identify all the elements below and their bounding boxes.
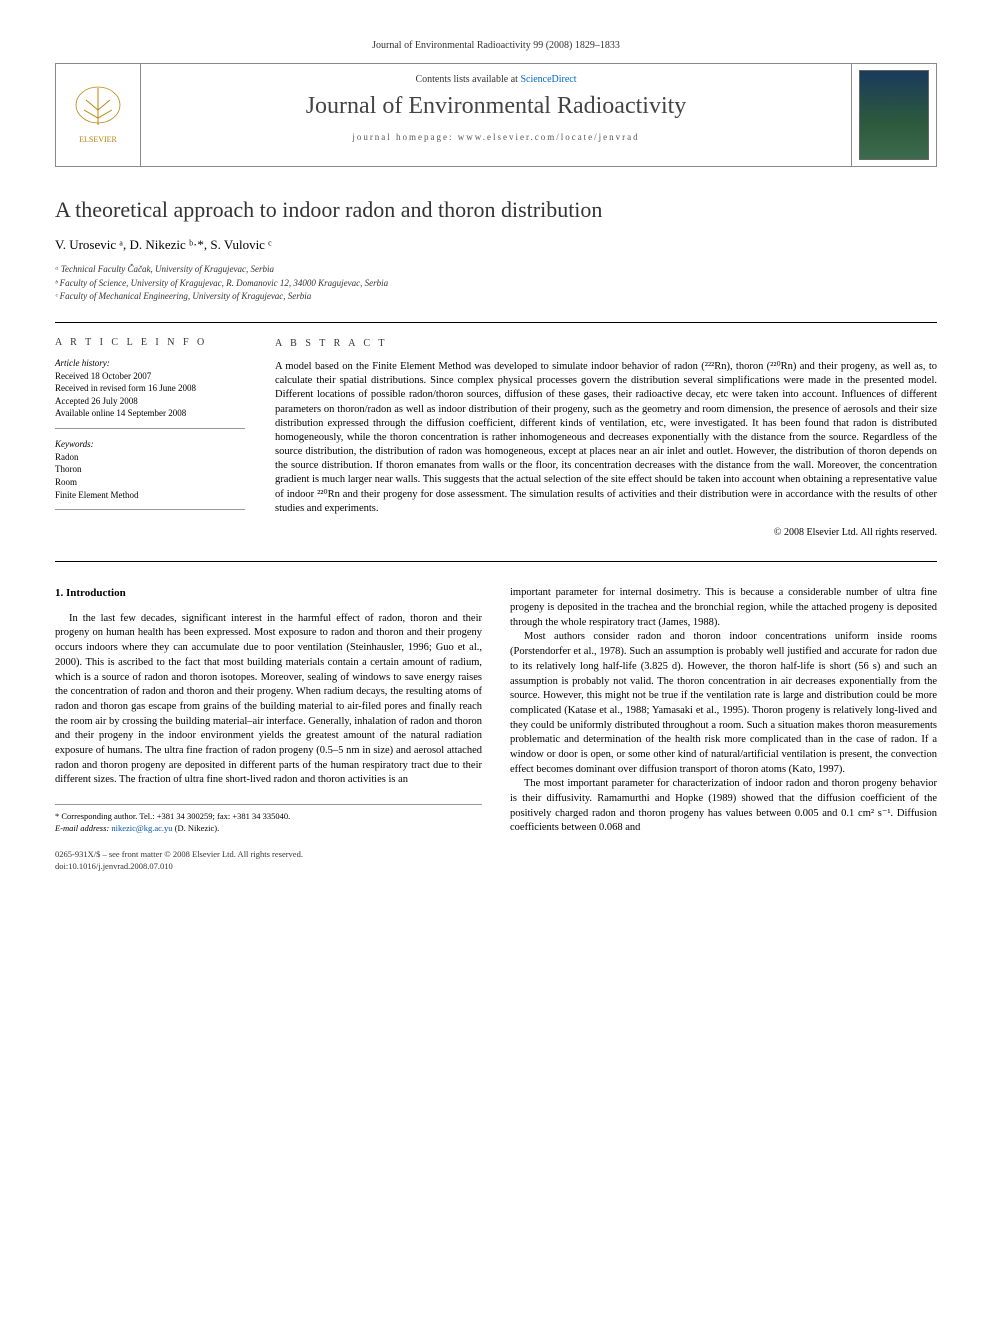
intro-para-1: In the last few decades, significant int…: [55, 612, 482, 788]
history-received: Received 18 October 2007: [55, 370, 245, 383]
affiliation-a: ᵃ Technical Faculty Čačak, University of…: [55, 263, 937, 277]
journal-name: Journal of Environmental Radioactivity: [141, 93, 851, 120]
journal-header-box: ELSEVIER Contents lists available at Sci…: [55, 63, 937, 167]
journal-homepage-line: journal homepage: www.elsevier.com/locat…: [141, 132, 851, 142]
affiliation-c: ᶜ Faculty of Mechanical Engineering, Uni…: [55, 290, 937, 304]
section-divider: [55, 561, 937, 562]
abstract-column: A B S T R A C T A model based on the Fin…: [275, 337, 937, 540]
elsevier-tree-icon: ELSEVIER: [66, 80, 131, 150]
article-title: A theoretical approach to indoor radon a…: [55, 197, 937, 223]
affiliation-b: ᵇ Faculty of Science, University of Krag…: [55, 277, 937, 291]
issn-line: 0265-931X/$ – see front matter © 2008 El…: [55, 849, 482, 861]
body-column-right: important parameter for internal dosimet…: [510, 586, 937, 872]
history-revised: Received in revised form 16 June 2008: [55, 382, 245, 395]
abstract-copyright: © 2008 Elsevier Ltd. All rights reserved…: [275, 526, 937, 540]
intro-para-3: The most important parameter for charact…: [510, 777, 937, 836]
header-center: Contents lists available at ScienceDirec…: [141, 64, 851, 166]
history-label: Article history:: [55, 358, 245, 368]
footer-issn-doi: 0265-931X/$ – see front matter © 2008 El…: [55, 849, 482, 873]
contents-prefix: Contents lists available at: [415, 74, 520, 85]
section-title: Introduction: [66, 587, 126, 599]
abstract-text: A model based on the Finite Element Meth…: [275, 360, 937, 516]
publisher-logo-cell: ELSEVIER: [56, 64, 141, 166]
section-number: 1.: [55, 587, 63, 599]
publisher-name: ELSEVIER: [79, 135, 117, 144]
corr-author-line: * Corresponding author. Tel.: +381 34 30…: [55, 811, 482, 823]
corresponding-author-footnote: * Corresponding author. Tel.: +381 34 30…: [55, 804, 482, 835]
keyword-4: Finite Element Method: [55, 489, 245, 502]
authors-line: V. Urosevic ᵃ, D. Nikezic ᵇ·*, S. Vulovi…: [55, 237, 937, 253]
keyword-3: Room: [55, 476, 245, 489]
corr-email-link[interactable]: nikezic@kg.ac.yu: [111, 823, 172, 833]
affiliations-block: ᵃ Technical Faculty Čačak, University of…: [55, 263, 937, 304]
article-history-block: Article history: Received 18 October 200…: [55, 358, 245, 429]
body-two-column: 1. Introduction In the last few decades,…: [55, 586, 937, 872]
keywords-block: Keywords: Radon Thoron Room Finite Eleme…: [55, 439, 245, 510]
sciencedirect-link[interactable]: ScienceDirect: [520, 74, 576, 85]
section-1-heading: 1. Introduction: [55, 586, 482, 601]
journal-cover-thumbnail: [859, 70, 929, 160]
history-online: Available online 14 September 2008: [55, 407, 245, 420]
homepage-label: journal homepage:: [352, 132, 457, 142]
history-accepted: Accepted 26 July 2008: [55, 395, 245, 408]
abstract-heading: A B S T R A C T: [275, 337, 937, 351]
intro-para-2: Most authors consider radon and thoron i…: [510, 630, 937, 777]
info-abstract-row: A R T I C L E I N F O Article history: R…: [55, 322, 937, 540]
body-column-left: 1. Introduction In the last few decades,…: [55, 586, 482, 872]
keyword-1: Radon: [55, 451, 245, 464]
keyword-2: Thoron: [55, 463, 245, 476]
keywords-label: Keywords:: [55, 439, 245, 449]
article-info-column: A R T I C L E I N F O Article history: R…: [55, 337, 245, 540]
homepage-url[interactable]: www.elsevier.com/locate/jenvrad: [458, 132, 640, 142]
journal-cover-cell: [851, 64, 936, 166]
email-label: E-mail address:: [55, 823, 109, 833]
doi-line: doi:10.1016/j.jenvrad.2008.07.010: [55, 861, 482, 873]
corr-email-person: (D. Nikezic).: [175, 823, 220, 833]
running-header: Journal of Environmental Radioactivity 9…: [55, 40, 937, 51]
corr-email-line: E-mail address: nikezic@kg.ac.yu (D. Nik…: [55, 823, 482, 835]
contents-available-line: Contents lists available at ScienceDirec…: [141, 74, 851, 85]
intro-para-1-cont: important parameter for internal dosimet…: [510, 586, 937, 630]
article-info-heading: A R T I C L E I N F O: [55, 337, 245, 348]
